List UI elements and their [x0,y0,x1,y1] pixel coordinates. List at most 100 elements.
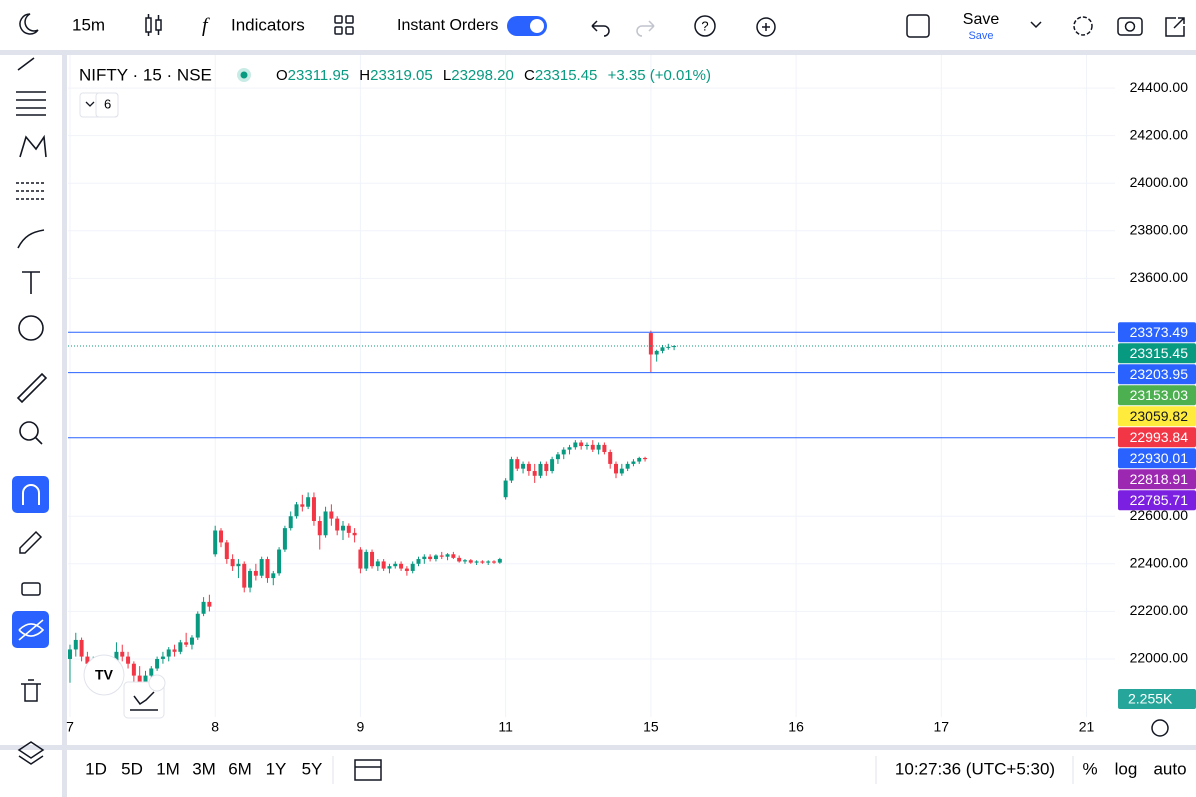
candle-body [340,525,345,531]
candle-body [532,471,537,476]
o-value: 23311.95 [288,67,349,84]
lock-draw-tool[interactable] [19,530,43,554]
trend-tool[interactable] [17,57,35,71]
candle-body [352,532,357,536]
candle-body [375,561,380,567]
save[interactable]: Save [963,11,1000,28]
candle-body [213,530,218,555]
alert[interactable] [756,17,776,37]
lock-tool[interactable] [21,582,41,596]
price-label: 22818.91 [1130,471,1189,487]
price-label-bg [1118,448,1196,469]
y-tick-label: 22200.00 [1130,602,1189,618]
candle-body [428,556,433,560]
indicators[interactable]: Indicators [231,15,305,34]
axis-settings[interactable] [1151,719,1169,737]
candle-body [381,561,386,569]
settings[interactable] [1073,16,1093,36]
forecast-tool[interactable] [16,182,46,200]
pattern-tool[interactable] [19,134,47,158]
candle-body [416,559,421,564]
price-label-bg [1118,469,1196,490]
range-button[interactable]: 1D [85,759,107,778]
range-button[interactable]: 5D [121,759,143,778]
price-label-bg [1118,427,1196,448]
range-button[interactable]: 3M [192,759,216,778]
candle-body [393,563,398,567]
chart-type-icon[interactable] [145,14,162,36]
candle-body [625,463,630,469]
layout-icon[interactable] [334,15,354,35]
save-menu[interactable] [1030,21,1042,29]
candle-body [189,637,194,645]
x-tick-label: 7 [66,719,74,735]
magnet-icon [22,484,40,505]
tv-logo[interactable] [83,654,125,696]
emoji-tool[interactable] [18,315,44,341]
candle-body [439,555,444,557]
l-label: L [443,67,451,84]
separator [0,50,1196,55]
candle-body [433,555,438,560]
symbol[interactable]: NIFTY · 15 · NSE [79,65,212,84]
layers-tool[interactable] [17,741,45,765]
candle-body [137,675,142,683]
percent-toggle[interactable]: % [1082,759,1097,778]
fx-icon[interactable]: f [202,15,210,37]
candle-body [503,480,508,498]
snapshot[interactable] [1117,17,1143,36]
candle-body [364,551,369,569]
candle-body [160,656,165,659]
candle-body [579,442,584,447]
help[interactable] [694,15,716,37]
zoom-tool[interactable] [19,421,39,441]
candle-body [567,447,572,450]
trade-widget[interactable] [123,681,165,719]
trash-tool[interactable] [21,679,41,702]
c-value: 23315.45 [535,67,598,84]
y-tick-label: 24400.00 [1130,79,1189,95]
log-toggle[interactable]: log [1115,759,1138,778]
range-button[interactable]: 5Y [302,759,323,778]
hide-icon [18,619,45,641]
fib-tool[interactable] [16,91,46,116]
candle-body [521,463,526,469]
candle-body [457,557,462,562]
candle-body [614,463,619,474]
goto-date[interactable] [354,759,382,781]
fullscreen-box[interactable] [906,14,930,38]
range-button[interactable]: 1M [156,759,180,778]
instant-orders[interactable]: Instant Orders [397,17,498,34]
candle-body [288,516,293,529]
expand[interactable] [148,674,166,692]
range-button[interactable]: 1Y [266,759,287,778]
candle-body [300,504,305,507]
candle-body [253,570,258,576]
brush-tool[interactable] [17,229,45,249]
range-button[interactable]: 6M [228,759,252,778]
candle-body [329,511,334,519]
y-tick-label: 23600.00 [1130,269,1189,285]
undo[interactable] [591,20,610,37]
popout[interactable] [1165,17,1185,37]
candle-body [643,457,648,460]
text-tool[interactable] [22,271,40,294]
price-label: 23315.45 [1130,345,1189,361]
price-label-bg [1118,364,1196,385]
auto-toggle[interactable]: auto [1153,759,1186,778]
candle-body [242,563,247,588]
dividers [332,756,1074,784]
redo[interactable] [636,20,655,37]
plot: 24400.00 24200.00 24000.00 23800.00 23600.00… [66,55,1196,735]
candle-body [584,444,589,447]
candle-body [259,559,264,576]
magnet-tool[interactable] [12,476,49,513]
theme-icon[interactable] [19,13,39,35]
candle-body [561,449,566,455]
candle-body [306,497,311,507]
candle-body [399,563,404,569]
interval[interactable]: 15m [72,15,105,34]
indicator-box [79,92,119,118]
ruler-tool[interactable] [16,372,48,404]
